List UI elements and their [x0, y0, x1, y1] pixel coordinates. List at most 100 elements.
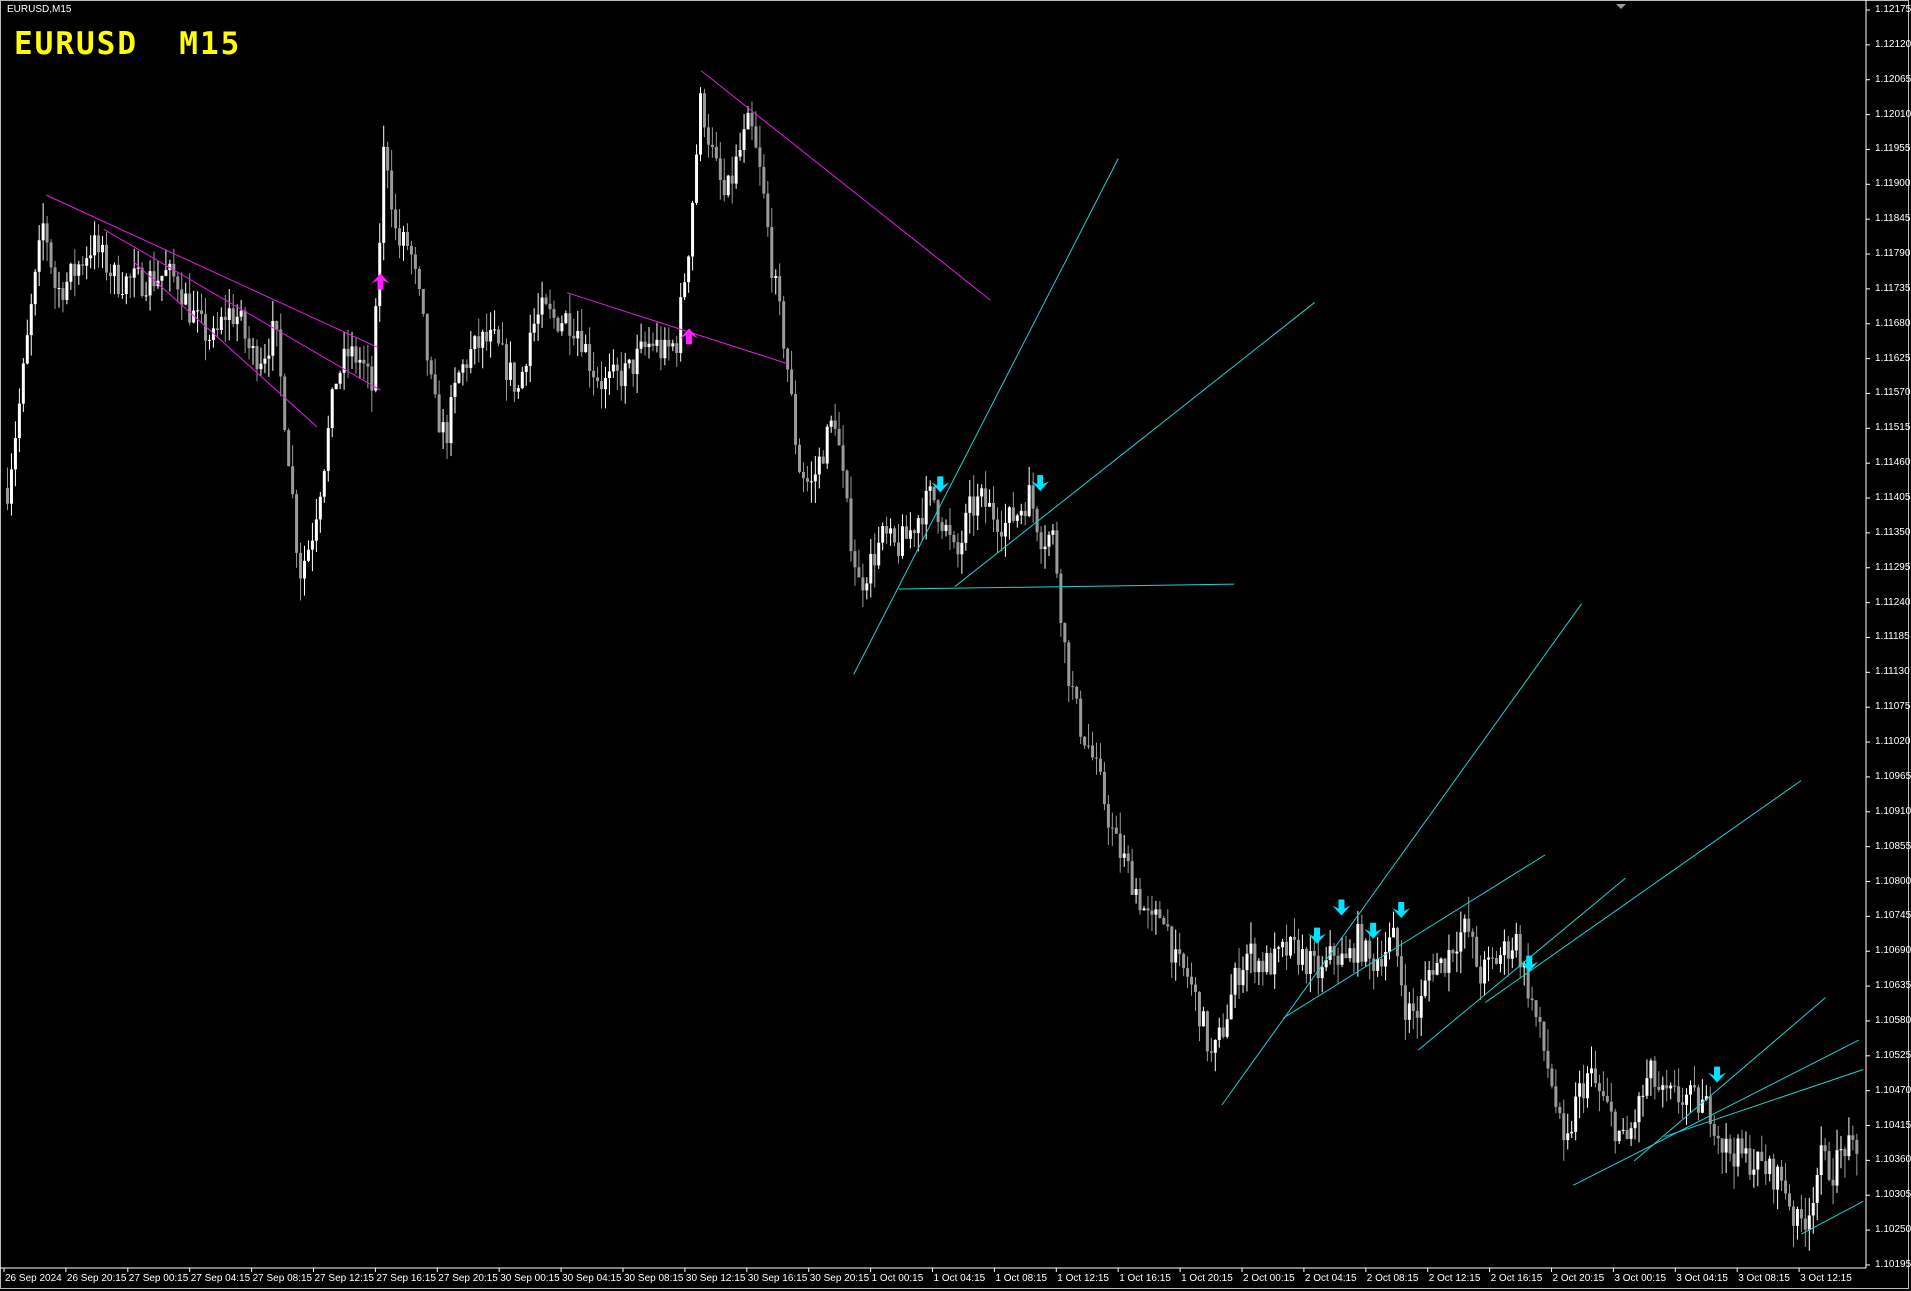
bull-candle	[303, 560, 306, 579]
sell-arrow-icon	[1031, 475, 1050, 492]
bull-candle	[164, 270, 168, 276]
time-label: 3 Oct 04:15	[1676, 1273, 1728, 1284]
price-label: 1.11020	[1875, 736, 1911, 748]
bull-candle	[1356, 924, 1360, 963]
bear-candle	[1803, 1218, 1807, 1230]
price-label: 1.11130	[1875, 666, 1910, 678]
bear-candle	[588, 344, 592, 371]
bear-candle	[643, 341, 647, 348]
bear-candle	[1285, 941, 1289, 956]
bear-candle	[1079, 698, 1083, 737]
bull-candle	[532, 323, 536, 333]
bull-candle	[263, 358, 267, 364]
bear-candle	[841, 445, 845, 471]
bear-candle	[794, 394, 798, 445]
bear-candle	[1728, 1138, 1732, 1154]
bull-candle	[877, 542, 881, 566]
bull-candle	[1134, 889, 1138, 895]
bear-candle	[1546, 1050, 1550, 1069]
symbol-label: EURUSD,M15	[7, 4, 72, 15]
bear-candle	[821, 456, 825, 464]
bear-candle	[1764, 1161, 1768, 1175]
bear-candle	[845, 470, 849, 499]
bull-candle	[382, 146, 386, 243]
bull-candle	[453, 382, 457, 398]
bull-candle	[322, 470, 326, 497]
bear-candle	[1162, 917, 1166, 925]
bull-candle	[1586, 1073, 1590, 1099]
bear-candle	[651, 343, 655, 346]
bull-candle	[1257, 960, 1261, 973]
price-label: 1.11845	[1875, 213, 1911, 225]
bear-candle	[1352, 948, 1356, 963]
bull-candle	[908, 530, 912, 539]
sell-arrow-icon	[1708, 1066, 1727, 1083]
bull-candle	[148, 271, 152, 296]
bear-candle	[200, 310, 204, 315]
bear-candle	[1740, 1138, 1744, 1154]
bear-candle	[619, 370, 623, 387]
support-trendline	[1800, 1200, 1864, 1235]
bear-candle	[116, 264, 120, 295]
bull-candle	[1364, 940, 1368, 962]
bear-candle	[770, 226, 774, 279]
bull-candle	[1122, 853, 1126, 858]
bear-candle	[992, 502, 996, 520]
bear-candle	[1403, 985, 1407, 1020]
bear-candle	[932, 486, 936, 501]
bull-candle	[1003, 522, 1007, 537]
bull-candle	[1019, 510, 1023, 516]
bull-candle	[1455, 951, 1459, 954]
bull-candle	[1463, 918, 1467, 933]
bull-candle	[1217, 1027, 1221, 1040]
bull-candle	[1015, 515, 1019, 521]
bear-candle	[1534, 1000, 1538, 1017]
bull-candle	[746, 112, 750, 130]
bear-candle	[485, 331, 489, 342]
bear-candle	[1091, 745, 1095, 758]
bull-candle	[65, 281, 69, 300]
bear-candle	[786, 348, 790, 370]
bull-candle	[1439, 958, 1443, 964]
time-label: 1 Oct 12:15	[1057, 1273, 1109, 1284]
bull-candle	[829, 420, 833, 427]
bull-candle	[69, 263, 73, 282]
bull-candle	[1724, 1138, 1728, 1153]
bull-candle	[13, 438, 17, 470]
bull-candle	[1811, 1203, 1815, 1216]
bear-candle	[952, 534, 956, 543]
bear-candle	[497, 329, 501, 344]
bear-candle	[1692, 1085, 1696, 1088]
bear-candle	[861, 577, 865, 591]
bear-candle	[778, 276, 782, 302]
bull-candle	[1233, 967, 1237, 995]
time-label: 1 Oct 20:15	[1181, 1273, 1233, 1284]
bull-candle	[817, 456, 821, 475]
bear-candle	[572, 335, 576, 339]
bull-candle	[980, 488, 984, 497]
resistance-trendline	[46, 194, 379, 349]
bull-candle	[1027, 485, 1031, 517]
bear-candle	[1395, 927, 1399, 957]
bear-candle	[1332, 946, 1336, 956]
time-label: 2 Oct 04:15	[1304, 1273, 1357, 1284]
bull-candle	[101, 244, 105, 253]
support-trendline	[1664, 1069, 1864, 1138]
bear-candle	[366, 363, 370, 367]
bear-candle	[1605, 1095, 1609, 1102]
bull-candle	[865, 583, 869, 591]
bull-candle	[89, 255, 93, 259]
price-label: 1.12120	[1875, 38, 1911, 50]
bull-candle	[469, 349, 473, 368]
bear-candle	[433, 374, 437, 395]
bear-candle	[1114, 827, 1118, 834]
bull-candle	[481, 331, 485, 348]
bull-candle	[267, 355, 271, 359]
bear-candle	[1126, 853, 1130, 862]
bull-candle	[1229, 994, 1233, 1020]
bull-candle	[1427, 970, 1431, 981]
price-label: 1.10800	[1875, 875, 1911, 887]
bear-candle	[1780, 1166, 1784, 1181]
bear-candle	[1011, 507, 1015, 521]
